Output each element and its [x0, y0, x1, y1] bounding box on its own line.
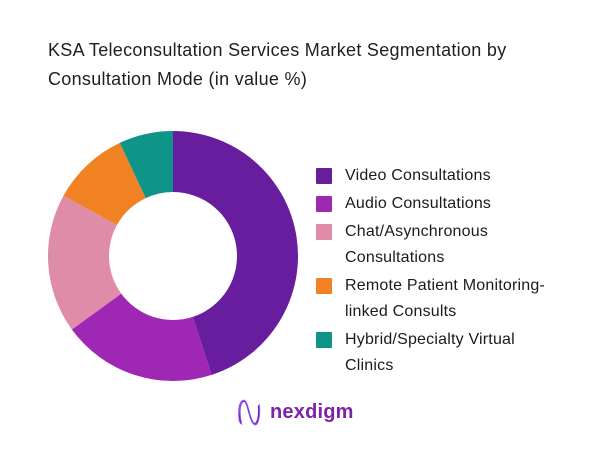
- donut-segment: [173, 131, 298, 375]
- legend-swatch-icon: [316, 332, 332, 348]
- legend-swatch-icon: [316, 168, 332, 184]
- legend-item: Remote Patient Monitoring-linked Consult…: [316, 273, 568, 325]
- chart-title-line1: KSA Teleconsultation Services Market Seg…: [48, 40, 507, 60]
- donut-segment: [63, 142, 146, 226]
- donut-segment: [119, 131, 173, 199]
- donut-segment: [71, 293, 212, 381]
- donut-segment: [47, 195, 122, 330]
- chart-legend: Video Consultations Audio Consultations Ch…: [316, 163, 568, 379]
- donut-chart-area: [43, 126, 303, 386]
- legend-item: Audio Consultations: [316, 191, 568, 217]
- legend-swatch-icon: [316, 224, 332, 240]
- donut-chart: [47, 131, 298, 381]
- legend-label: Chat/Asynchronous Consultations: [345, 223, 489, 266]
- legend-swatch-icon: [316, 278, 332, 294]
- legend-item: Video Consultations: [316, 163, 568, 189]
- legend-label: Hybrid/Specialty Virtual Clinics: [345, 331, 515, 374]
- legend-label: Remote Patient Monitoring-linked Consult…: [345, 277, 545, 320]
- chart-title: KSA Teleconsultation Services Market Seg…: [48, 36, 588, 94]
- legend-item: Hybrid/Specialty Virtual Clinics: [316, 327, 568, 379]
- chart-title-line2: Consultation Mode (in value %): [48, 69, 308, 89]
- nexdigm-wordmark: nexdigm: [270, 400, 354, 423]
- nexdigm-logo: nexdigm: [236, 396, 354, 428]
- legend-swatch-icon: [316, 196, 332, 212]
- legend-item: Chat/Asynchronous Consultations: [316, 219, 568, 271]
- nexdigm-wave-n-icon: [238, 399, 261, 426]
- legend-label: Audio Consultations: [345, 195, 492, 212]
- legend-label: Video Consultations: [345, 167, 491, 184]
